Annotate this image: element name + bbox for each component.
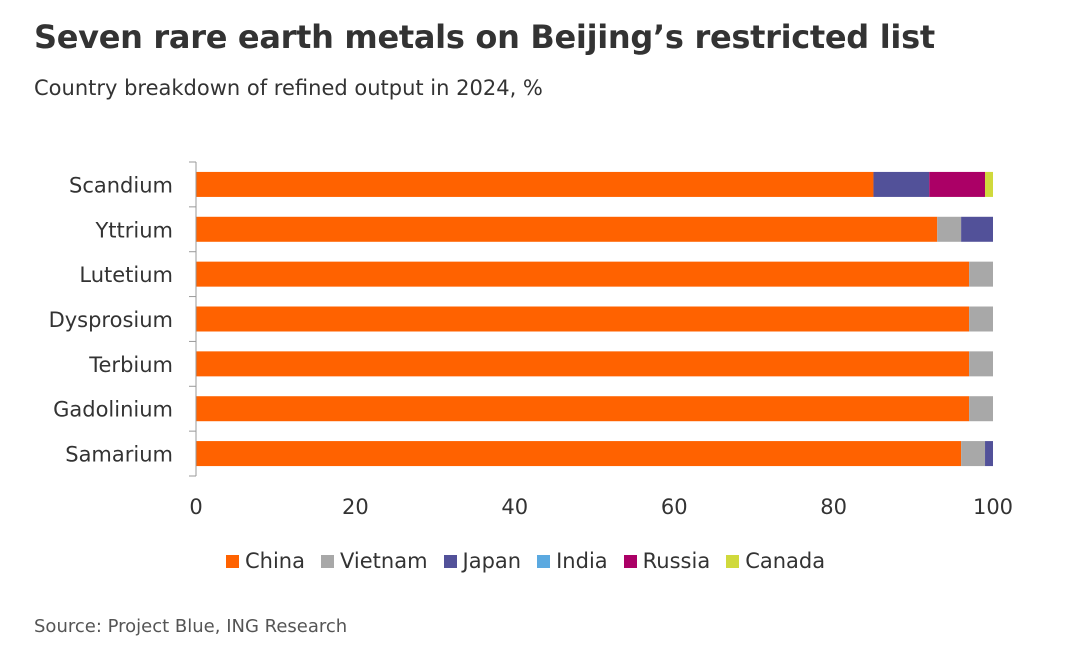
legend-item-china: China: [226, 549, 305, 573]
legend-item-canada: Canada: [726, 549, 825, 573]
legend-swatch: [726, 554, 740, 568]
bar-segment-scandium-china: [196, 171, 874, 197]
bar-segment-samarium-china: [196, 441, 962, 467]
category-label: Terbium: [88, 353, 173, 377]
legend-item-vietnam: Vietnam: [321, 549, 428, 573]
x-tick-label: 40: [501, 495, 528, 519]
category-label: Gadolinium: [53, 398, 173, 422]
category-label: Dysprosium: [49, 308, 173, 332]
x-tick-label: 20: [342, 495, 369, 519]
legend-label: Canada: [745, 549, 826, 573]
bar-segment-lutetium-china: [196, 261, 970, 287]
legend-label: India: [556, 549, 608, 573]
bar-segment-yttrium-vietnam: [937, 216, 962, 242]
bar-segment-dysprosium-china: [196, 306, 970, 332]
bar-segment-gadolinium-china: [196, 396, 970, 422]
bar-segment-lutetium-vietnam: [969, 261, 993, 287]
category-label: Scandium: [69, 173, 173, 197]
x-tick-label: 100: [973, 495, 1013, 519]
legend-swatch: [623, 554, 637, 568]
bar-segment-terbium-vietnam: [969, 351, 993, 377]
bar-segment-yttrium-japan: [961, 216, 993, 242]
legend-swatch: [443, 554, 457, 568]
legend-label: Japan: [462, 549, 522, 573]
source-note: Source: Project Blue, ING Research: [34, 616, 348, 637]
legend-label: China: [245, 549, 305, 573]
chart-subtitle: Country breakdown of refined output in 2…: [34, 76, 543, 100]
legend-swatch: [321, 554, 334, 568]
chart-legend: China Vietnam Japan India Russia Canada: [226, 547, 841, 575]
x-tick-label: 0: [189, 495, 202, 519]
bar-segment-yttrium-china: [196, 216, 938, 242]
legend-item-russia: Russia: [623, 549, 711, 573]
bar-segment-scandium-russia: [929, 171, 986, 197]
category-label: Yttrium: [94, 218, 173, 242]
bar-segment-terbium-china: [196, 351, 970, 377]
bar-segment-gadolinium-vietnam: [969, 396, 993, 422]
category-label: Lutetium: [79, 263, 173, 287]
category-label: Samarium: [65, 443, 173, 467]
bar-segment-samarium-vietnam: [961, 441, 986, 467]
bar-segment-scandium-canada: [985, 171, 993, 197]
legend-swatch: [537, 554, 551, 568]
legend-item-india: India: [537, 549, 608, 573]
x-tick-label: 60: [661, 495, 688, 519]
legend-item-japan: Japan: [443, 549, 522, 573]
legend-swatch: [226, 554, 239, 568]
bar-segment-dysprosium-vietnam: [969, 306, 993, 332]
legend-label: Russia: [642, 549, 711, 573]
bar-segment-scandium-japan: [873, 171, 930, 197]
chart-title: Seven rare earth metals on Beijing’s res…: [34, 18, 935, 56]
legend-label: Vietnam: [340, 549, 428, 573]
bar-segment-samarium-japan: [985, 441, 993, 467]
x-tick-label: 80: [820, 495, 847, 519]
